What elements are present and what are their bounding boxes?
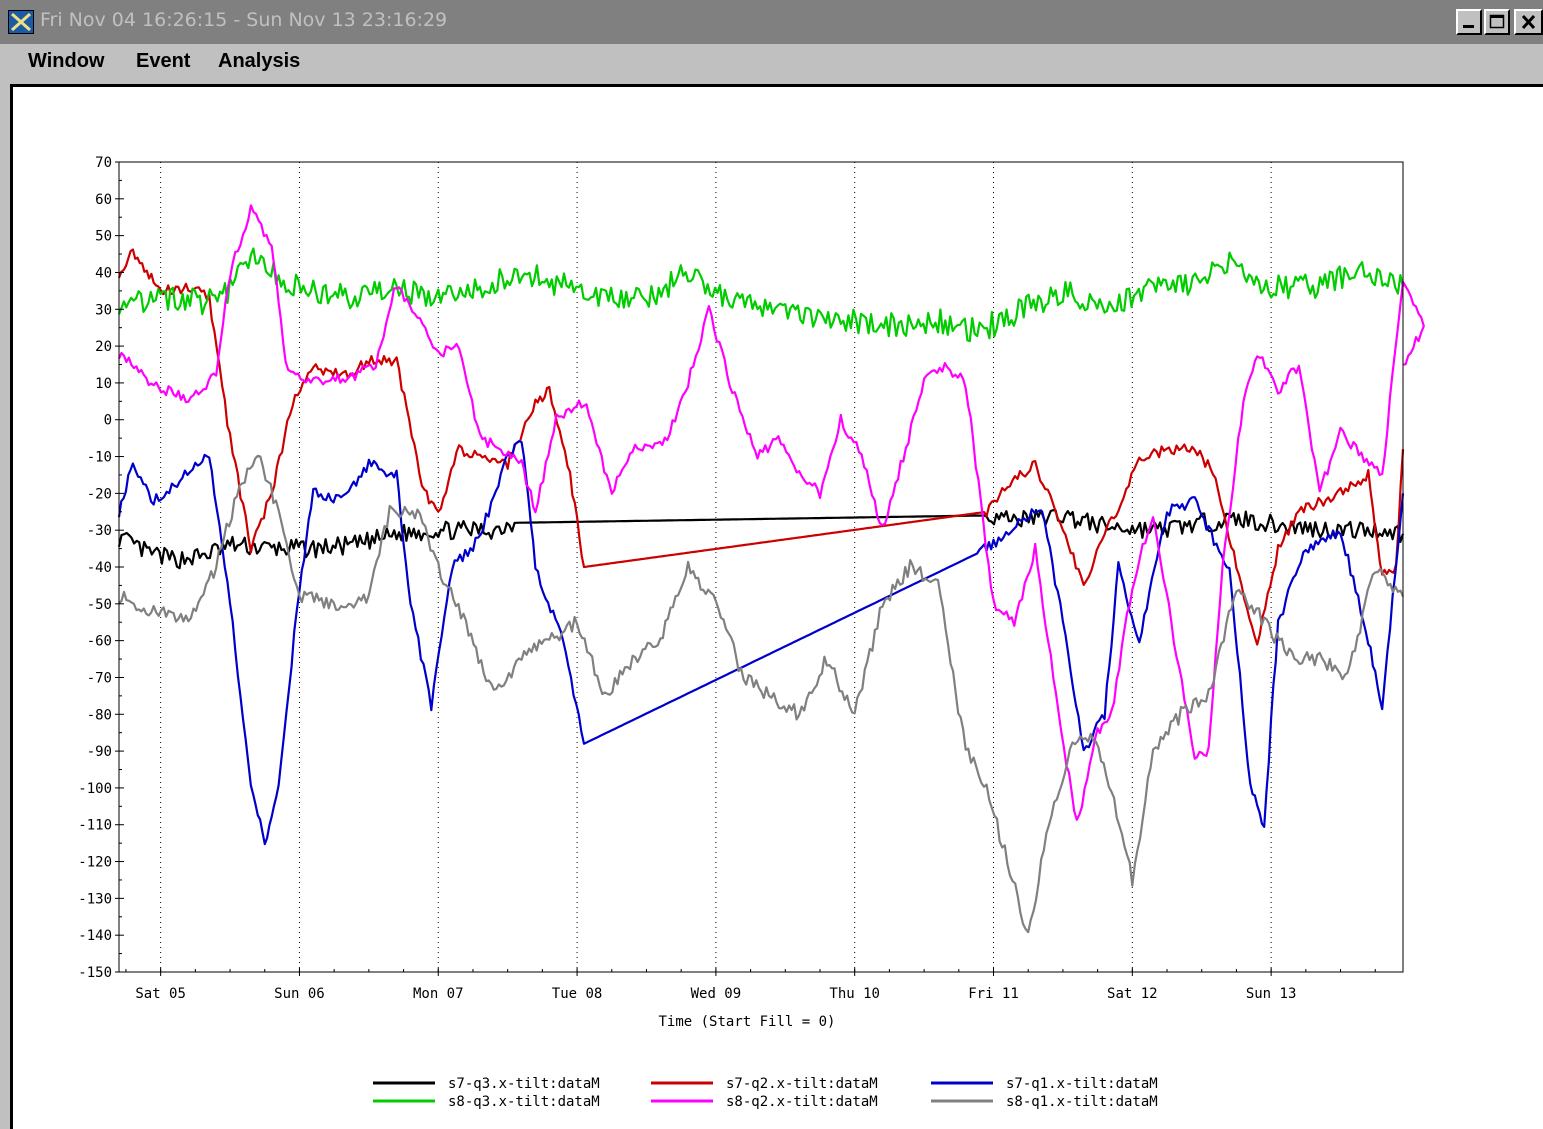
y-tick-label: 40 (95, 265, 112, 281)
y-tick-label: -70 (87, 670, 112, 686)
x-tick-label: Sat 12 (1107, 986, 1158, 1002)
legend-label: s7-q2.x-tilt:dataM (726, 1076, 878, 1092)
x-logo-icon[interactable] (8, 10, 34, 34)
x-tick-label: Wed 09 (691, 986, 742, 1002)
y-tick-label: 30 (95, 302, 112, 318)
legend-label: s7-q1.x-tilt:dataM (1006, 1076, 1158, 1092)
menu-event[interactable]: Event (136, 50, 191, 72)
y-tick-label: -60 (87, 634, 112, 650)
maximize-icon (1489, 14, 1505, 29)
y-tick-label: -110 (78, 818, 112, 834)
y-tick-label: 20 (95, 339, 112, 355)
close-icon (1521, 14, 1536, 30)
y-tick-label: -40 (87, 560, 112, 576)
y-tick-label: -140 (78, 928, 112, 944)
series-line (117, 509, 1405, 570)
series-line (117, 248, 1405, 646)
x-tick-label: Sat 05 (135, 986, 186, 1002)
legend-label: s8-q3.x-tilt:dataM (448, 1094, 600, 1110)
y-tick-label: -80 (87, 707, 112, 723)
y-tick-label: 60 (95, 192, 112, 208)
x-axis-label: Time (Start Fill = 0) (658, 1014, 835, 1030)
tilt-chart: 70 60 50 40 30 20 10 0 -10 -20 -30 -40 -50 -60 -70 -80 -… (78, 155, 1425, 1110)
legend-label: s8-q1.x-tilt:dataM (1006, 1094, 1158, 1110)
menu-analysis[interactable]: Analysis (218, 50, 301, 72)
x-tick-label: Thu 10 (829, 986, 880, 1002)
window-title: Fri Nov 04 16:26:15 - Sun Nov 13 23:16:2… (40, 9, 448, 31)
close-button[interactable] (1514, 9, 1543, 35)
y-tick-label: 50 (95, 229, 112, 245)
series-line (117, 204, 1425, 821)
x-tick-label: Tue 08 (552, 986, 603, 1002)
y-tick-label: -10 (87, 450, 112, 466)
y-tick-label: 70 (95, 155, 112, 171)
x-tick-label: Sun 06 (274, 986, 325, 1002)
series-line (117, 247, 1405, 343)
y-tick-label: -90 (87, 744, 112, 760)
menu-bar: Window Event Analysis (0, 44, 1543, 82)
minimize-icon (1463, 25, 1474, 28)
legend-label: s7-q3.x-tilt:dataM (448, 1076, 600, 1092)
y-tick-label: -30 (87, 523, 112, 539)
legend-label: s8-q2.x-tilt:dataM (726, 1094, 878, 1110)
x-tick-label: Fri 11 (968, 986, 1019, 1002)
x-tick-label: Sun 13 (1246, 986, 1297, 1002)
minimize-button[interactable] (1456, 9, 1482, 35)
series-line (118, 454, 1405, 934)
title-bar[interactable]: Fri Nov 04 16:26:15 - Sun Nov 13 23:16:2… (0, 0, 1543, 44)
y-tick-label: -50 (87, 597, 112, 613)
maximize-button[interactable] (1484, 9, 1510, 35)
y-tick-label: -100 (78, 781, 112, 797)
x-tick-label: Mon 07 (413, 986, 464, 1002)
menu-window[interactable]: Window (28, 50, 105, 72)
y-tick-label: -120 (78, 855, 112, 871)
y-tick-label: -150 (78, 965, 112, 981)
series-line (117, 440, 1405, 846)
y-tick-label: -20 (87, 486, 112, 502)
y-tick-label: 0 (104, 413, 112, 429)
plot-area: 70 60 50 40 30 20 10 0 -10 -20 -30 -40 -50 -60 -70 -80 -… (10, 84, 1543, 1129)
y-tick-label: -130 (78, 891, 112, 907)
y-tick-label: 10 (95, 376, 112, 392)
